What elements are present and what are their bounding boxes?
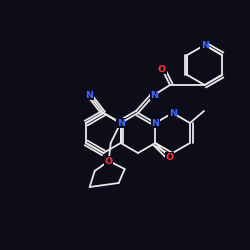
Text: O: O <box>165 152 173 162</box>
Text: N: N <box>169 108 177 118</box>
Text: N: N <box>151 118 159 128</box>
Text: N: N <box>85 90 93 100</box>
Text: N: N <box>201 40 209 50</box>
Text: N: N <box>117 118 125 128</box>
Text: O: O <box>104 156 113 166</box>
Text: O: O <box>158 64 166 74</box>
Text: N: N <box>150 90 158 100</box>
